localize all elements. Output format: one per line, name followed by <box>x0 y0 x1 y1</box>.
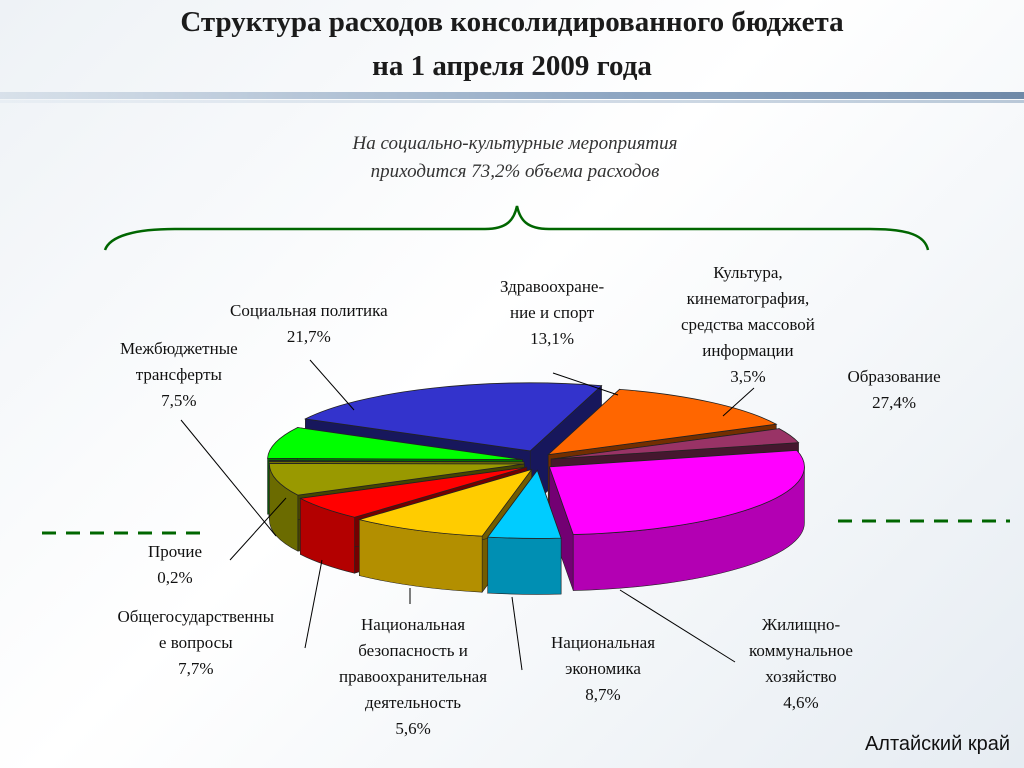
slice-label-line: Здравоохране- <box>500 277 605 296</box>
chart-title-line-1: Структура расходов консолидированного бю… <box>180 6 844 38</box>
slice-label-line: Национальная <box>361 615 466 634</box>
slice-label-housing: Жилищно-коммунальное хозяйство 4,6% <box>749 612 853 716</box>
slice-label-line: е вопросы <box>158 633 233 652</box>
leader-line-social-policy <box>309 359 355 411</box>
slice-value: 13,1% <box>530 329 575 348</box>
leader-line-transfers <box>180 419 277 537</box>
slice-value: 7,7% <box>178 659 214 678</box>
slice-value: 21,7% <box>286 327 331 346</box>
slice-label-economy: Национальная экономика 8,7% <box>551 630 655 708</box>
slice-label-line: трансферты <box>135 365 222 384</box>
leader-line-culture <box>722 387 755 417</box>
slice-label-line: хозяйство <box>765 667 837 686</box>
pie-slice-housing <box>486 469 562 595</box>
slice-label-health: Здравоохране-ние и спорт 13,1% <box>500 274 604 352</box>
slice-label-line: кинематография, <box>686 289 810 308</box>
leader-line-other <box>229 497 287 561</box>
slice-label-line: коммунальное <box>749 641 853 660</box>
leader-line-health <box>552 372 619 396</box>
region-footer: Алтайский край <box>864 733 1010 755</box>
slice-label-other: Прочие 0,2% <box>148 539 202 591</box>
slice-label-culture: Культура, кинематография, средства массово… <box>681 260 815 390</box>
slice-value: 8,7% <box>585 685 621 704</box>
slice-label-line: средства массовой <box>681 315 815 334</box>
slice-label-line: Межбюджетные <box>120 339 238 358</box>
slice-value: 3,5% <box>730 367 766 386</box>
slice-label-line: информации <box>702 341 794 360</box>
leader-line-general <box>304 559 323 649</box>
slice-label-security: Национальная безопасность и правоохранител… <box>339 612 487 742</box>
slice-label-line: Образование <box>847 367 941 386</box>
slice-label-line: Культура, <box>713 263 783 282</box>
slice-label-line: безопасность и <box>358 641 468 660</box>
social-cultural-bracket <box>103 205 930 251</box>
slice-label-line: Жилищно- <box>761 615 841 634</box>
slice-value: 27,4% <box>872 393 917 412</box>
slice-label-line: правоохранительная <box>339 667 488 686</box>
pie-slice-education <box>548 449 805 591</box>
slice-value: 7,5% <box>161 391 197 410</box>
subtitle-line-1: На социально-культурные мероприятия <box>352 133 678 154</box>
slice-label-line: Социальная политика <box>230 301 388 320</box>
slice-label-line: экономика <box>565 659 641 678</box>
slice-label-general: Общегосударственны е вопросы 7,7% <box>118 604 275 682</box>
slice-label-line: Прочие <box>148 542 203 561</box>
chart-title-line-2: на 1 апреля 2009 года <box>372 50 652 82</box>
slice-label-education: Образование 27,4% <box>848 364 941 416</box>
slice-label-line: ние и спорт <box>509 303 595 322</box>
slice-value: 4,6% <box>783 693 819 712</box>
subtitle-line-2: приходится 73,2% объема расходов <box>370 161 660 182</box>
header-stripe-thin <box>0 100 1024 103</box>
slice-label-line: Национальная <box>551 633 656 652</box>
leader-line-housing <box>619 589 736 663</box>
header-stripe <box>0 92 1024 99</box>
slice-value: 0,2% <box>157 568 193 587</box>
slice-label-line: Общегосударственны <box>117 607 275 626</box>
slice-label-social-policy: Социальная политика 21,7% <box>230 298 388 350</box>
slice-value: 5,6% <box>395 719 431 738</box>
leader-line-economy <box>511 596 523 671</box>
slice-label-line: деятельность <box>365 693 462 712</box>
slice-label-transfers: Межбюджетные трансферты 7,5% <box>120 336 238 414</box>
